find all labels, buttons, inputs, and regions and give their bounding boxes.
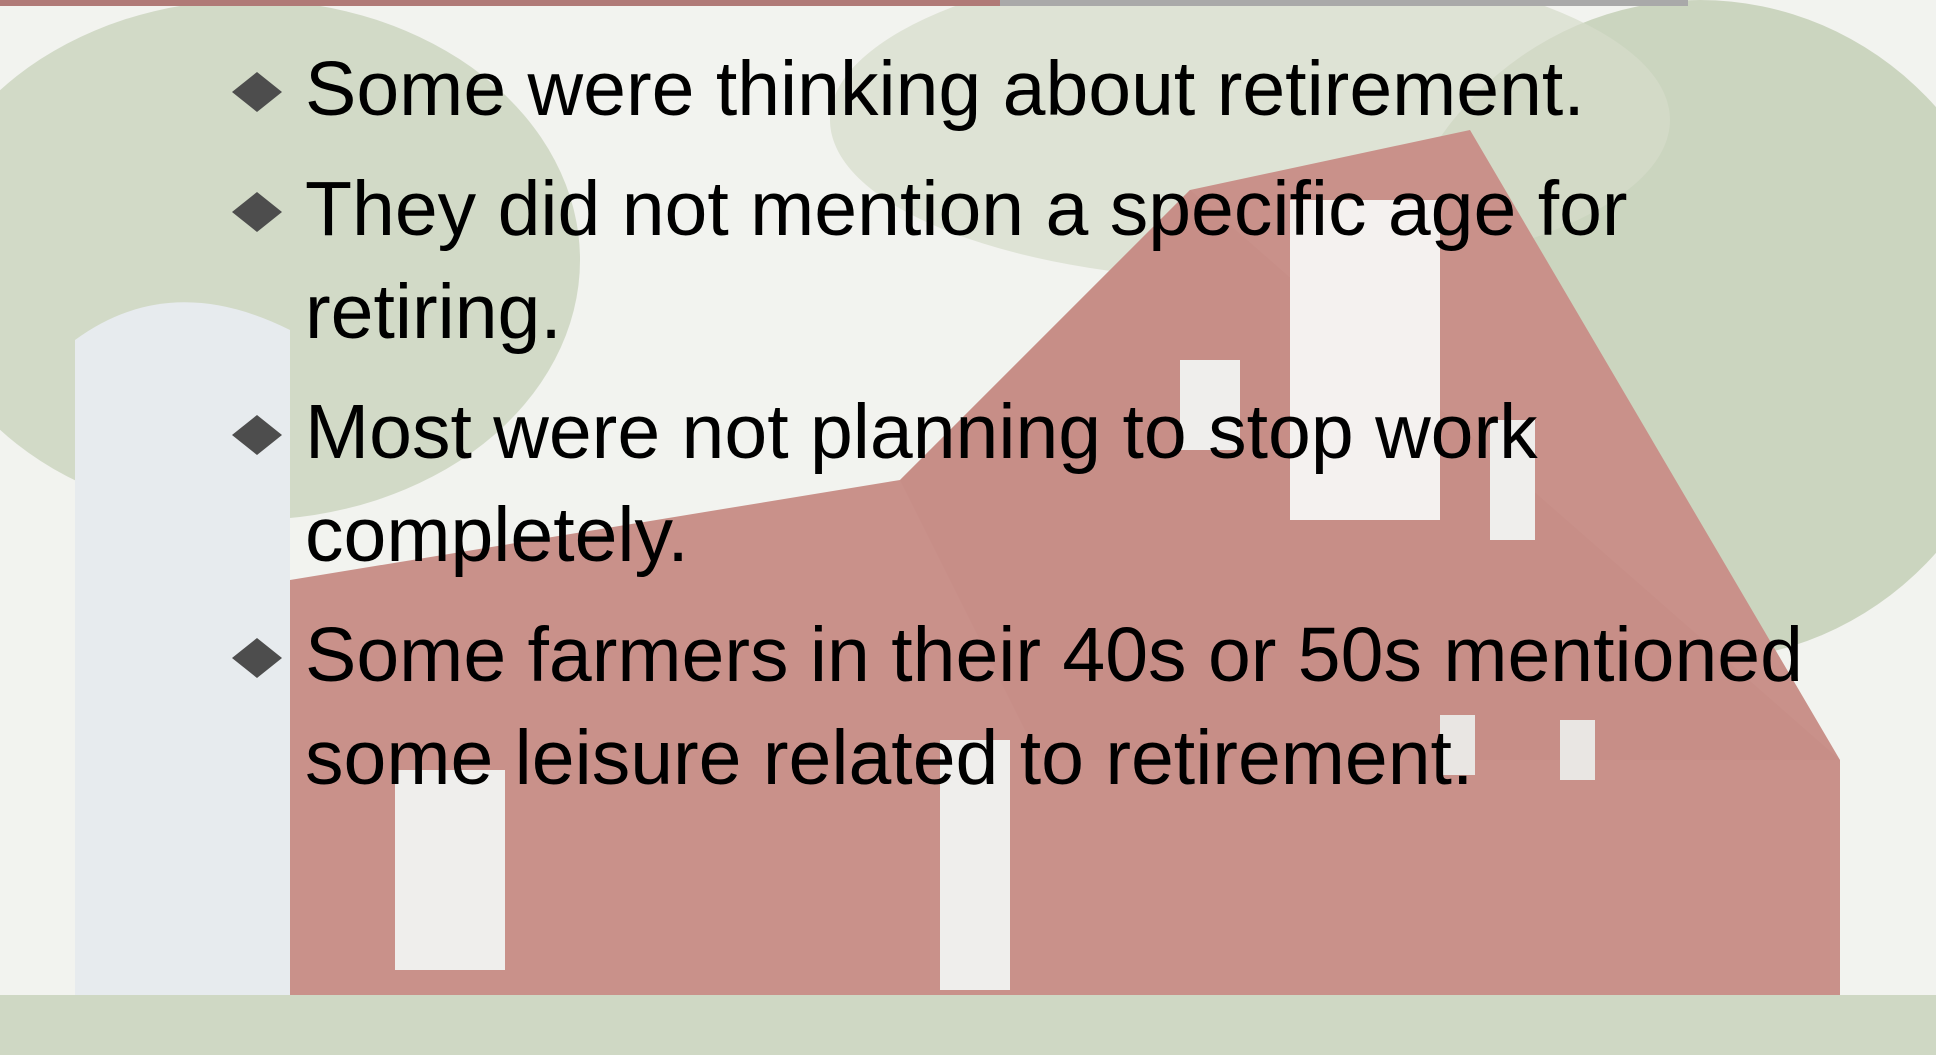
bullet-diamond xyxy=(232,72,282,112)
bullet-item: They did not mention a specific age for … xyxy=(232,158,1805,364)
bullet-item: Most were not planning to stop work comp… xyxy=(232,381,1805,587)
bullet-item: Some farmers in their 40s or 50s mention… xyxy=(232,604,1805,810)
bullet-diamond xyxy=(232,638,282,678)
slide: Some were thinking about retirement. They… xyxy=(0,0,1936,1055)
bullet-item: Some were thinking about retirement. xyxy=(232,38,1805,141)
bullet-text: Most were not planning to stop work comp… xyxy=(305,389,1538,578)
bullet-list: Some were thinking about retirement. They… xyxy=(232,38,1812,827)
bullet-diamond xyxy=(232,415,282,455)
bullet-text: Some farmers in their 40s or 50s mention… xyxy=(305,612,1803,801)
bullet-diamond xyxy=(232,192,282,232)
bullet-text: They did not mention a specific age for … xyxy=(305,166,1628,355)
bullet-text: Some were thinking about retirement. xyxy=(305,46,1585,132)
